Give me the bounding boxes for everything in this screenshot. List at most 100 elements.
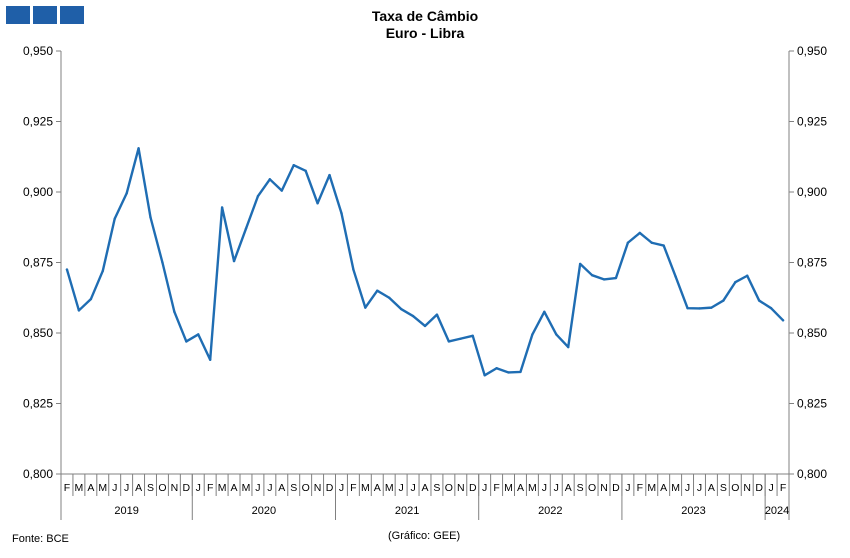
logo-block <box>33 6 57 24</box>
data-point <box>531 333 534 336</box>
data-point <box>674 275 677 278</box>
x-month-label: D <box>183 482 191 494</box>
x-month-label: M <box>98 482 107 494</box>
data-point <box>543 310 546 314</box>
x-month-label: F <box>637 482 643 494</box>
year-label: 2020 <box>252 505 276 517</box>
data-point <box>722 299 725 302</box>
y-tick-label-right: 0,850 <box>797 326 827 340</box>
data-point <box>149 216 152 219</box>
data-point <box>101 269 104 273</box>
chart-title-block: Taxa de Câmbio Euro - Libra <box>0 8 850 42</box>
data-point <box>698 307 701 310</box>
data-point <box>316 202 319 205</box>
data-point <box>185 340 188 343</box>
x-month-label: A <box>421 482 428 494</box>
x-month-label: M <box>361 482 370 494</box>
x-month-label: M <box>504 482 513 494</box>
x-month-label: D <box>326 482 334 494</box>
x-month-label: J <box>267 482 272 494</box>
x-month-label: J <box>542 482 547 494</box>
x-month-label: F <box>350 482 356 494</box>
x-month-label: J <box>685 482 690 494</box>
y-tick-label-right: 0,800 <box>797 467 827 481</box>
x-month-label: A <box>231 482 238 494</box>
data-point <box>113 217 116 220</box>
x-month-label: J <box>255 482 260 494</box>
data-point <box>614 276 618 280</box>
x-month-label: A <box>278 482 285 494</box>
data-point <box>626 241 630 244</box>
logo-block <box>60 6 84 24</box>
x-month-label: M <box>75 482 84 494</box>
y-tick-label-left: 0,925 <box>23 115 53 129</box>
data-point <box>65 268 69 271</box>
data-point <box>459 337 463 340</box>
data-point <box>304 169 307 173</box>
x-month-label: A <box>660 482 667 494</box>
x-month-label: J <box>554 482 559 494</box>
x-month-label: S <box>433 482 440 494</box>
x-month-label: N <box>743 482 751 494</box>
x-month-label: M <box>528 482 537 494</box>
x-month-label: F <box>780 482 786 494</box>
x-month-label: J <box>625 482 630 494</box>
data-point <box>161 261 164 264</box>
x-month-label: N <box>457 482 465 494</box>
data-point <box>423 324 427 328</box>
data-point <box>220 206 224 209</box>
data-point <box>232 259 236 263</box>
x-month-label: D <box>469 482 477 494</box>
data-point <box>137 147 140 150</box>
data-point <box>710 306 713 309</box>
year-label: 2021 <box>395 505 419 517</box>
data-point <box>519 370 522 374</box>
x-month-label: A <box>87 482 94 494</box>
x-month-label: J <box>124 482 129 494</box>
logo <box>6 6 84 24</box>
data-point <box>352 268 355 271</box>
x-month-label: S <box>720 482 727 494</box>
x-month-label: J <box>112 482 117 494</box>
year-label: 2019 <box>114 505 138 517</box>
y-tick-label-right: 0,925 <box>797 115 827 129</box>
logo-block <box>6 6 30 24</box>
x-month-label: A <box>565 482 572 494</box>
x-month-label: M <box>218 482 227 494</box>
data-point <box>447 340 451 343</box>
data-point <box>650 241 653 244</box>
y-tick-label-left: 0,950 <box>23 44 53 58</box>
data-point <box>638 231 642 235</box>
x-month-label: D <box>755 482 763 494</box>
x-month-label: D <box>612 482 620 494</box>
data-point <box>769 306 773 310</box>
y-tick-label-right: 0,875 <box>797 256 827 270</box>
chart-credit: (Gráfico: GEE) <box>388 530 461 542</box>
y-tick-label-left: 0,825 <box>23 397 53 411</box>
x-month-label: M <box>385 482 394 494</box>
data-point <box>471 334 474 338</box>
x-month-label: O <box>445 482 453 494</box>
data-point <box>555 333 558 336</box>
x-month-label: N <box>314 482 322 494</box>
data-point <box>208 358 212 361</box>
data-point <box>602 278 606 281</box>
data-point <box>781 319 785 322</box>
data-point <box>483 374 486 377</box>
data-point <box>77 309 81 312</box>
series-line <box>65 147 785 377</box>
data-point <box>364 306 367 309</box>
x-month-label: N <box>600 482 608 494</box>
year-label: 2024 <box>765 505 789 517</box>
chart-subtitle: Euro - Libra <box>385 25 465 41</box>
data-point <box>435 313 439 316</box>
x-month-label: S <box>290 482 297 494</box>
data-point <box>507 371 510 374</box>
data-point <box>268 178 272 181</box>
data-point <box>376 289 379 292</box>
x-month-label: F <box>64 482 70 494</box>
data-point <box>125 192 128 195</box>
x-month-label: J <box>196 482 201 494</box>
data-point <box>280 189 283 192</box>
